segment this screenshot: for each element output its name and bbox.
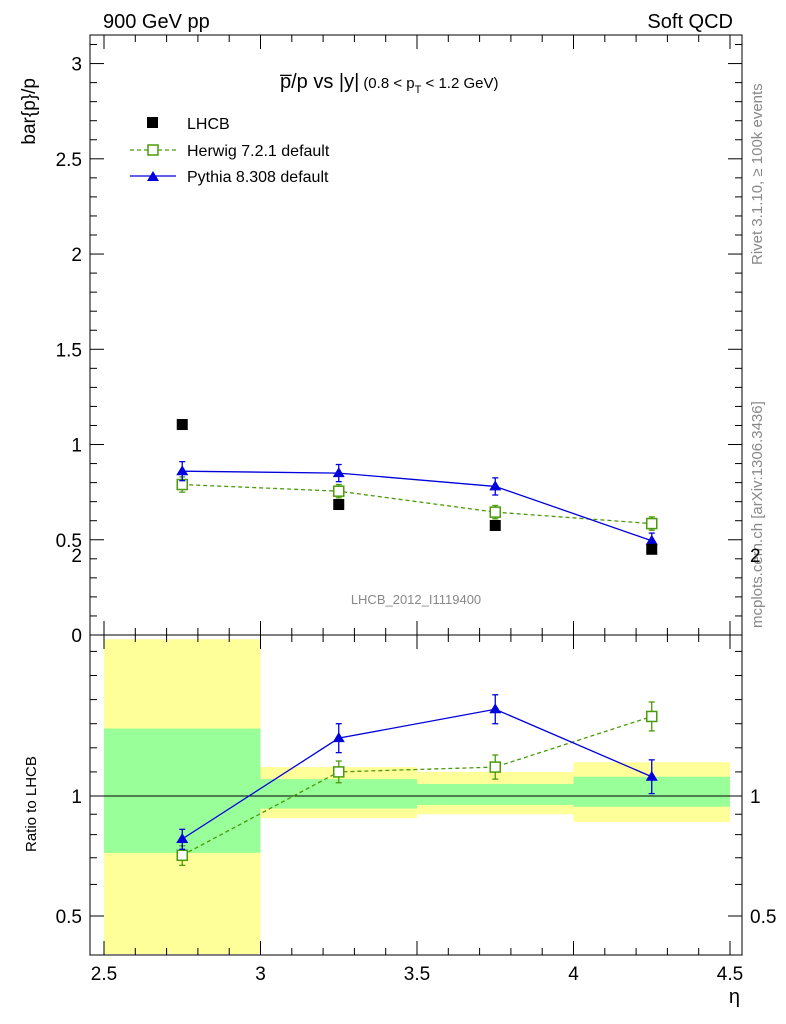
legend-label-herwig: Herwig 7.2.1 default bbox=[187, 143, 330, 160]
ratio-axis-ticks bbox=[90, 635, 742, 955]
main-y-tick-label: 1.5 bbox=[56, 340, 82, 361]
herwig-line bbox=[182, 483, 652, 525]
ratio-y-tick-label: 1 bbox=[71, 787, 82, 808]
x-tick-label: 3.5 bbox=[404, 964, 430, 985]
main-data-marks bbox=[176, 419, 658, 555]
lhcb-point bbox=[489, 519, 501, 531]
ratio-herwig-point bbox=[176, 849, 188, 862]
chart-title: p̅/p vs |y| (0.8 < pT < 1.2 GeV) bbox=[280, 71, 499, 96]
main-y-tick-label: 2.5 bbox=[56, 150, 82, 171]
ratio-green-band bbox=[417, 783, 574, 805]
ratio-y-tick-label-right: 1 bbox=[750, 787, 761, 808]
ratio-y-tick-label: 0.5 bbox=[56, 907, 82, 928]
ratio-pythia-point bbox=[332, 732, 345, 743]
main-y-tick-label: 2 bbox=[71, 245, 82, 266]
x-axis-label: η bbox=[729, 986, 740, 1008]
pythia-point bbox=[489, 480, 502, 491]
ratio-green-band bbox=[260, 779, 417, 809]
ratio-y-axis-label: Ratio to LHCB bbox=[23, 756, 40, 852]
pythia-line bbox=[182, 470, 652, 542]
ratio-herwig-point bbox=[333, 766, 345, 778]
mcplots-label: mcplots.cern.ch [arXiv:1306.3436] bbox=[749, 401, 766, 628]
legend-marker-herwig bbox=[147, 144, 159, 156]
x-tick-label: 2.5 bbox=[91, 964, 117, 985]
ratio-pythia-point bbox=[489, 703, 502, 714]
legend-marker-lhcb bbox=[147, 117, 158, 128]
ratio-pythia-point bbox=[176, 833, 189, 844]
herwig-point bbox=[489, 506, 501, 518]
x-tick-label: 4 bbox=[568, 964, 579, 985]
main-panel: 0 0.5 1 1.5 2 2.5 3 bar{p}/p p̅/p vs |y| (0.8 <… bbox=[19, 34, 743, 647]
legend-label-pythia: Pythia 8.308 default bbox=[187, 169, 329, 186]
ratio-panel: 0.5 0.5 1 1 2 2 Ratio to LHCB 2.5 3 3.5 4 4.5 η bbox=[23, 546, 776, 1008]
main-y-tick-label: 1 bbox=[71, 436, 82, 457]
main-y-tick-label: 0 bbox=[71, 626, 82, 647]
legend: LHCB Herwig 7.2.1 default Pythia 8.308 d… bbox=[130, 116, 330, 186]
pythia-point bbox=[332, 467, 345, 478]
legend-label-lhcb: LHCB bbox=[187, 116, 230, 133]
legend-marker-pythia bbox=[147, 171, 159, 181]
herwig-point bbox=[333, 485, 345, 497]
main-y-tick-label: 3 bbox=[71, 55, 82, 76]
lhcb-point bbox=[176, 419, 188, 431]
main-y-axis-label: bar{p}/p bbox=[19, 78, 40, 145]
ratio-frame bbox=[89, 634, 743, 956]
ratio-y-tick-label-right: 2 bbox=[750, 546, 761, 567]
main-axis-ticks bbox=[90, 35, 742, 636]
ratio-pythia-point bbox=[645, 770, 658, 781]
main-y-tick-label: 0.5 bbox=[56, 531, 82, 552]
ratio-herwig-point bbox=[646, 710, 658, 723]
ratio-y-tick-labels: 0.5 0.5 1 1 2 2 bbox=[56, 546, 777, 928]
ratio-uncertainty-bands bbox=[104, 639, 730, 954]
herwig-point bbox=[646, 517, 658, 530]
x-tick-label: 3 bbox=[255, 964, 266, 985]
analysis-watermark: LHCB_2012_I1119400 bbox=[351, 592, 481, 607]
pythia-point bbox=[176, 465, 189, 476]
header-right: Soft QCD bbox=[647, 11, 733, 33]
x-tick-label: 4.5 bbox=[717, 964, 743, 985]
main-y-tick-labels: 0 0.5 1 1.5 2 2.5 3 bbox=[56, 55, 82, 647]
lhcb-point bbox=[646, 543, 658, 555]
header-left: 900 GeV pp bbox=[103, 11, 210, 33]
ratio-y-tick-label-right: 0.5 bbox=[750, 907, 776, 928]
x-tick-labels: 2.5 3 3.5 4 4.5 bbox=[91, 964, 743, 985]
ratio-y-tick-label: 2 bbox=[71, 546, 82, 567]
ratio-data-marks bbox=[176, 694, 658, 866]
rivet-label: Rivet 3.1.10, ≥ 100k events bbox=[749, 83, 766, 265]
pythia-point bbox=[645, 534, 658, 545]
ratio-pythia-line bbox=[181, 708, 653, 840]
ratio-herwig-line bbox=[181, 715, 652, 856]
lhcb-point bbox=[333, 499, 345, 511]
ratio-herwig-point bbox=[489, 761, 501, 773]
